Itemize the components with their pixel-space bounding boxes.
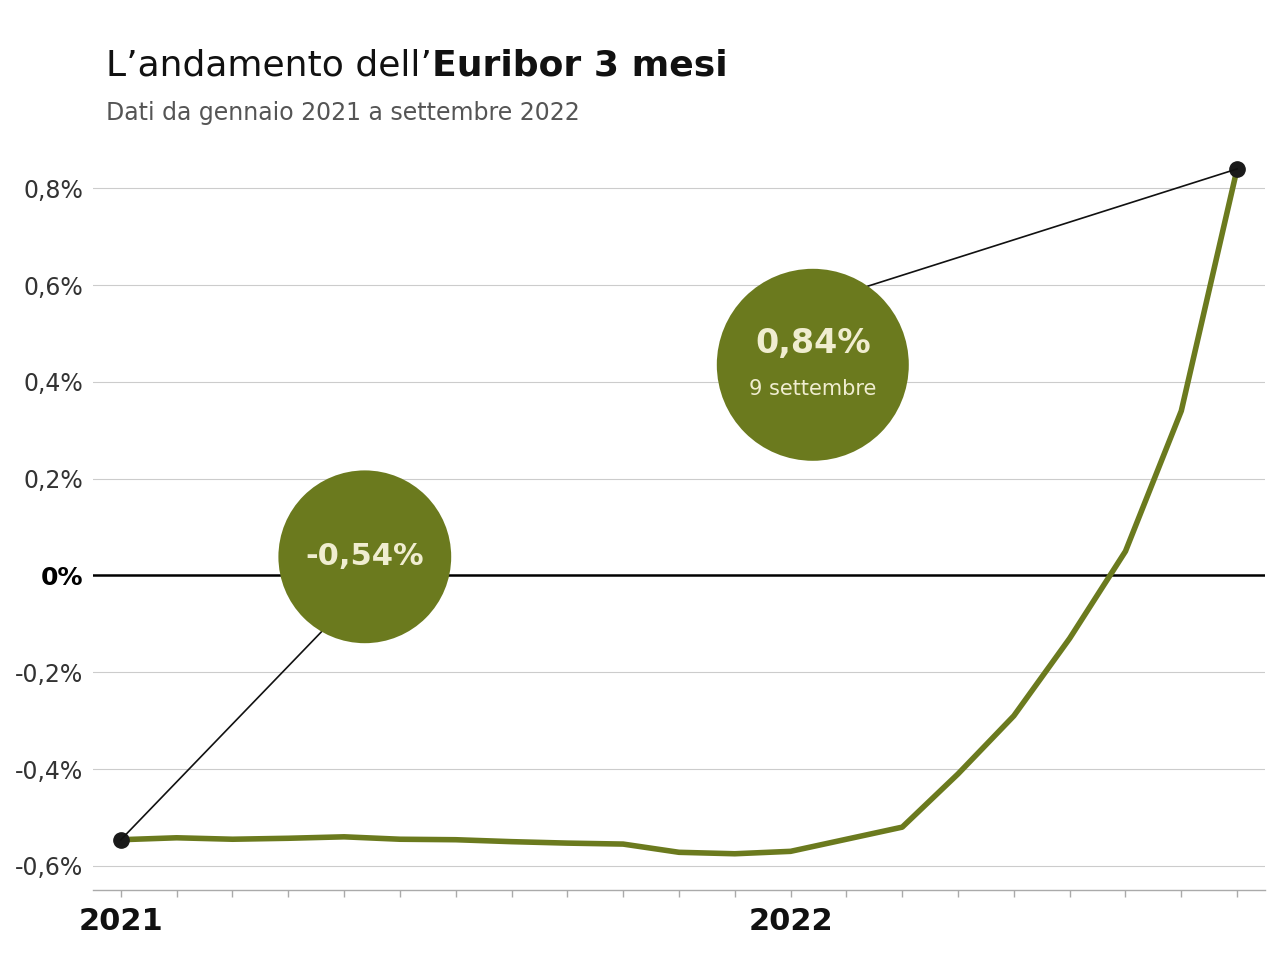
- Text: 0,84%: 0,84%: [755, 327, 870, 360]
- Text: -0,54%: -0,54%: [306, 542, 424, 571]
- Text: Dati da gennaio 2021 a settembre 2022: Dati da gennaio 2021 a settembre 2022: [106, 101, 580, 125]
- Text: 9 settembre: 9 settembre: [749, 379, 877, 398]
- Text: L’andamento dell’: L’andamento dell’: [106, 48, 431, 82]
- Text: 2021: 2021: [78, 907, 164, 936]
- Text: 2022: 2022: [749, 907, 833, 936]
- Text: Euribor 3 mesi: Euribor 3 mesi: [431, 48, 727, 82]
